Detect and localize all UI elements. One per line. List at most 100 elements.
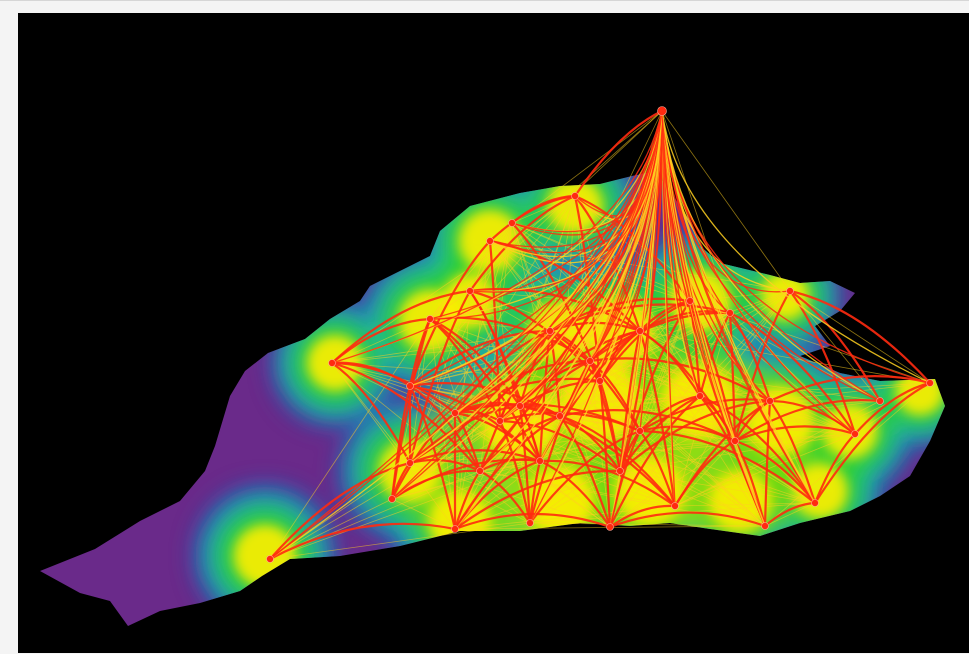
network-node (526, 519, 534, 527)
network-node (586, 357, 594, 365)
flow-edge-thick (331, 361, 456, 414)
flow-edge-thin (539, 433, 856, 462)
flow-edge-thin (674, 433, 856, 507)
flow-edge-thin (454, 505, 676, 530)
flow-edge-thin (764, 382, 931, 527)
flow-edge-thin (409, 440, 736, 464)
flow-edge-thin (589, 360, 816, 504)
flow-edge-thin (331, 318, 431, 364)
flow-edge-thin (729, 312, 856, 435)
flow-edge-thin (539, 300, 691, 462)
flow-edge-thick (728, 312, 737, 442)
flow-edge-thick (469, 194, 576, 292)
network-node (406, 382, 414, 390)
flow-peak-edge (454, 110, 663, 530)
flow-edge-thick (733, 290, 791, 442)
network-node (451, 525, 459, 533)
flow-edge-thick (559, 415, 612, 528)
flow-peak-edge (589, 110, 663, 362)
flow-peak-edge (661, 110, 766, 527)
flow-peak-edge (661, 110, 766, 527)
flow-edge-thin (589, 360, 766, 527)
flow-peak-edge (269, 110, 663, 560)
flow-edge-thin (269, 522, 531, 560)
flow-edge-thick (499, 420, 532, 524)
network-node (266, 555, 274, 563)
flow-edge-thin (429, 318, 641, 432)
flow-peak-edge (619, 110, 663, 472)
network-node (657, 106, 667, 116)
flow-edge-thick (408, 240, 491, 387)
flow-edge-thick (638, 330, 677, 507)
flow-peak-edge (469, 110, 663, 293)
map-viewport[interactable] (18, 13, 969, 653)
flow-edge-thick (789, 289, 931, 384)
flow-edge-thick (609, 504, 676, 528)
flow-edge-thin (269, 420, 501, 560)
flow-edge-thin (559, 415, 621, 472)
flow-edge-thin (479, 460, 541, 472)
flow-edge-thin (429, 290, 471, 320)
flow-peak-edge (661, 110, 816, 504)
network-node (388, 495, 396, 503)
network-node (616, 467, 624, 475)
network-node (496, 417, 504, 425)
flow-edge-thin (549, 330, 856, 435)
flow-edge-thick (409, 404, 521, 464)
flow-edge-thin (391, 498, 456, 530)
flow-edge-thick (454, 415, 561, 530)
flow-edge-thick (639, 429, 816, 504)
network-node (851, 430, 859, 438)
flow-edge-thin (511, 222, 551, 332)
flow-edge-thick (499, 419, 621, 472)
flow-edge-thin (619, 470, 766, 527)
network-node (761, 522, 769, 530)
flow-edge-thin (589, 360, 881, 402)
flow-edges-thick (269, 110, 931, 560)
flow-edge-thick (331, 362, 411, 464)
flow-edge-thin (674, 312, 731, 507)
flow-edge-thick (559, 414, 676, 507)
flow-edge-thin (734, 433, 856, 442)
network-node (508, 219, 516, 227)
network-node (406, 459, 414, 467)
flow-peak-edge (331, 110, 663, 364)
flow-edge-thin (429, 110, 663, 320)
network-node (536, 457, 544, 465)
flow-edge-thin (511, 222, 691, 302)
flow-edge-thick (409, 458, 481, 472)
flow-edge-thin (331, 362, 411, 464)
flow-edge-thick (518, 405, 532, 524)
network-node (726, 309, 734, 317)
flow-edge-thick (789, 290, 881, 402)
flow-edge-thick (763, 400, 772, 527)
flow-edge-thin (674, 400, 881, 507)
flow-peak-edge (269, 110, 663, 560)
flow-edge-thin (661, 110, 791, 292)
network-map (40, 106, 945, 626)
flow-edge-thick (729, 312, 772, 402)
flow-edge-thin (409, 240, 491, 464)
flow-edge-thick (698, 312, 731, 397)
flow-edge-thick (734, 425, 856, 443)
flow-edge-thin (619, 470, 816, 504)
flow-edge-thick (814, 382, 931, 504)
network-node (876, 397, 884, 405)
flow-edge-thin (511, 222, 611, 528)
flow-peak-edge (619, 110, 663, 472)
flow-edge-thin (549, 195, 576, 332)
flow-edge-thick (453, 470, 481, 530)
flow-peak-edge (661, 110, 701, 397)
flow-edge-thin (589, 290, 791, 362)
flow-edge-thin (639, 430, 676, 507)
flow-edge-thick (511, 222, 602, 382)
flow-edge-thick (499, 411, 641, 433)
flow-peak-edge (661, 110, 816, 504)
flow-edge-thin (639, 330, 766, 527)
flow-edge-thin (269, 318, 431, 560)
flow-edge-thin (619, 400, 771, 472)
network-node (671, 502, 679, 510)
flow-edge-thin (331, 362, 456, 414)
flow-edge-thick (854, 381, 931, 435)
